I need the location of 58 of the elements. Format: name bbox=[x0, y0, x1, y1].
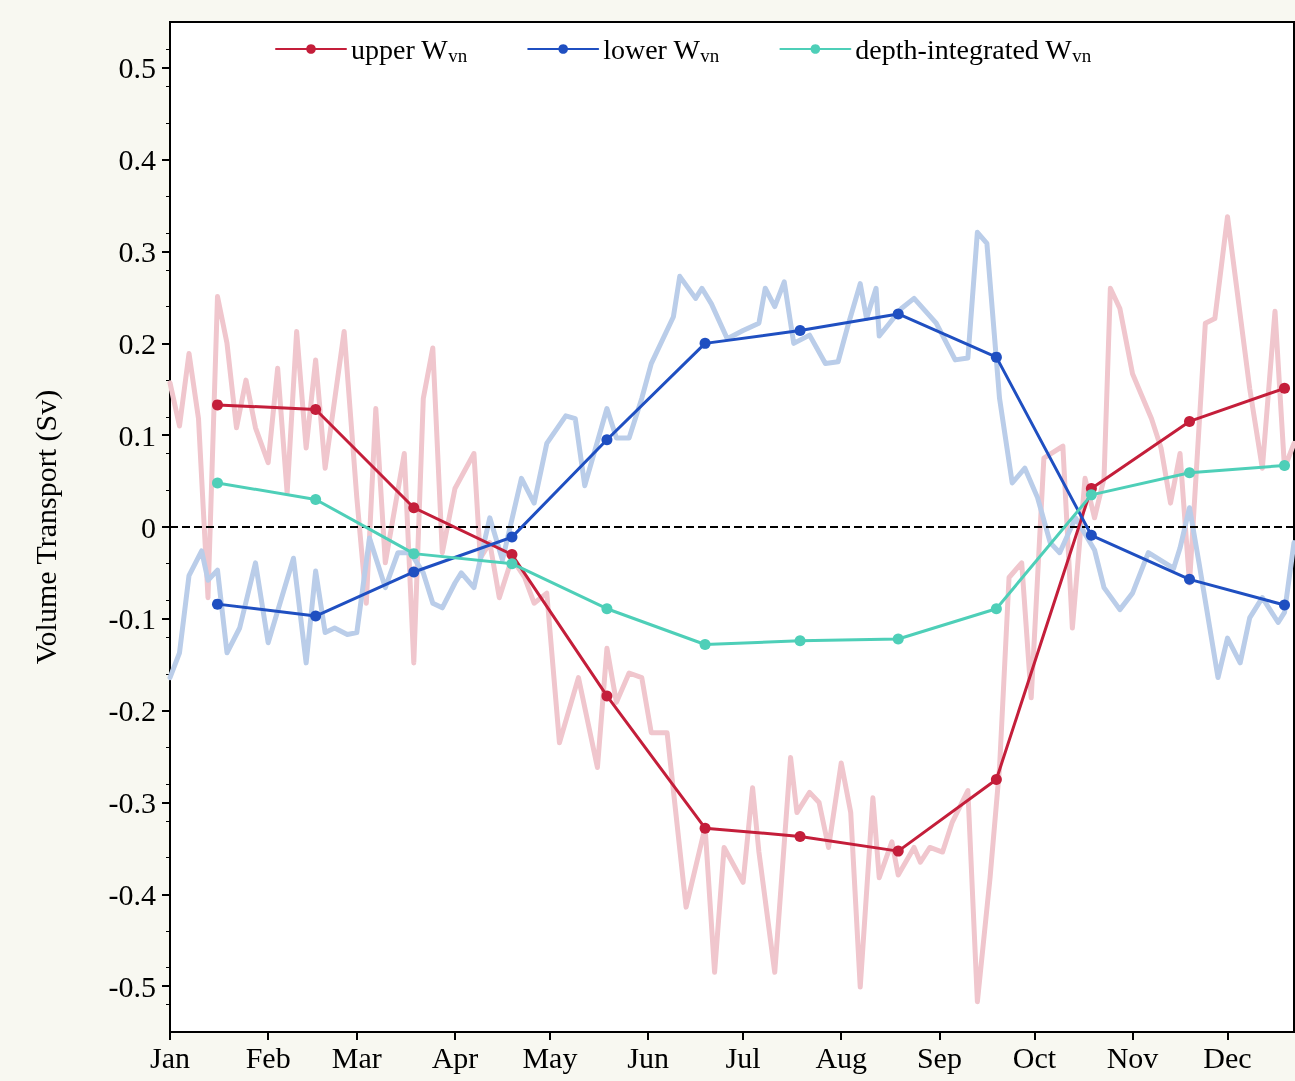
y-tick-label: 0.5 bbox=[118, 51, 156, 85]
point bbox=[1085, 529, 1097, 541]
point bbox=[310, 610, 322, 622]
point bbox=[408, 502, 420, 514]
x-tick-label: Jan bbox=[150, 1040, 190, 1074]
point bbox=[699, 822, 711, 834]
point bbox=[990, 603, 1002, 615]
y-tick-label: 0.1 bbox=[118, 418, 156, 452]
y-tick-label: -0.2 bbox=[108, 694, 156, 728]
point bbox=[990, 351, 1002, 363]
point bbox=[310, 493, 322, 505]
point bbox=[990, 774, 1002, 785]
point bbox=[1184, 415, 1196, 427]
point bbox=[506, 558, 518, 570]
y-tick-label: 0.4 bbox=[118, 143, 156, 177]
point bbox=[601, 690, 613, 702]
point bbox=[794, 830, 806, 842]
point bbox=[212, 598, 223, 610]
point bbox=[408, 548, 420, 560]
y-tick-label: -0.4 bbox=[108, 877, 156, 911]
point bbox=[212, 399, 223, 411]
x-tick-label: Jul bbox=[725, 1040, 761, 1074]
x-tick-label: Apr bbox=[431, 1040, 479, 1074]
point bbox=[601, 434, 613, 446]
point bbox=[601, 603, 613, 615]
y-tick-label: -0.3 bbox=[108, 785, 156, 819]
point bbox=[892, 633, 904, 645]
point bbox=[212, 477, 223, 489]
point bbox=[1279, 599, 1290, 611]
point bbox=[1184, 467, 1196, 479]
point bbox=[310, 403, 322, 415]
x-tick-label: Mar bbox=[331, 1040, 382, 1074]
y-tick-label: 0.3 bbox=[118, 235, 156, 269]
point bbox=[506, 531, 518, 543]
x-tick-label: Aug bbox=[815, 1040, 868, 1074]
y-axis-title: Volume Transport (Sv) bbox=[28, 389, 63, 665]
x-tick-label: Jun bbox=[627, 1040, 669, 1074]
point bbox=[408, 566, 420, 578]
x-tick-label: Sep bbox=[916, 1040, 962, 1074]
x-tick-label: May bbox=[522, 1040, 578, 1074]
y-tick-label: 0 bbox=[141, 510, 156, 544]
point bbox=[1279, 382, 1290, 394]
point bbox=[794, 635, 806, 647]
x-tick-label: Feb bbox=[245, 1040, 291, 1074]
y-tick-label: -0.5 bbox=[108, 969, 156, 1003]
y-tick-label: 0.2 bbox=[118, 326, 156, 360]
x-tick-label: Dec bbox=[1203, 1040, 1252, 1074]
point bbox=[1279, 459, 1290, 471]
point bbox=[794, 325, 806, 337]
x-tick-label: Nov bbox=[1106, 1040, 1159, 1074]
y-tick-label: -0.1 bbox=[108, 602, 156, 636]
point bbox=[1184, 573, 1196, 585]
point bbox=[892, 845, 904, 857]
point bbox=[892, 308, 904, 320]
point bbox=[699, 639, 711, 651]
x-tick-label: Oct bbox=[1012, 1040, 1057, 1074]
point bbox=[699, 337, 711, 349]
point bbox=[1085, 489, 1097, 501]
